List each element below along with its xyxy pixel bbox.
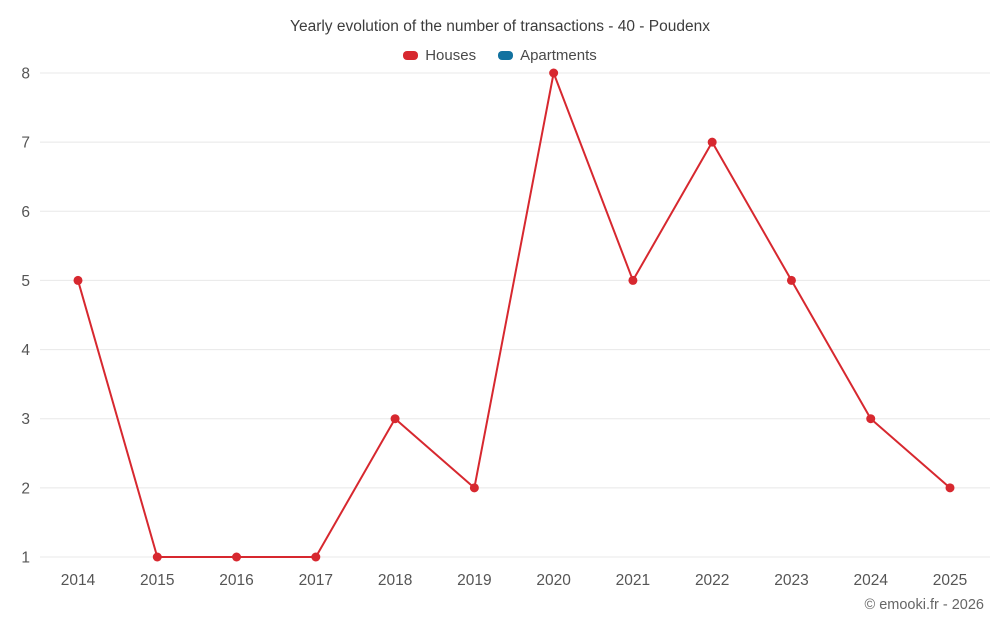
- x-axis-tick-label: 2014: [61, 572, 96, 589]
- houses-data-point[interactable]: [866, 414, 876, 424]
- houses-data-point[interactable]: [469, 483, 479, 493]
- y-axis-tick-label: 8: [21, 66, 30, 83]
- houses-series-line: [77, 72, 951, 558]
- apartments-series-swatch-icon: [498, 51, 514, 60]
- y-axis-tick-label: 6: [21, 204, 30, 221]
- legend-item-houses[interactable]: Houses: [403, 47, 476, 64]
- x-axis-tick-label: 2018: [378, 572, 412, 589]
- chart-title: Yearly evolution of the number of transa…: [290, 18, 710, 35]
- houses-data-point[interactable]: [707, 137, 717, 147]
- houses-series-swatch-icon: [403, 51, 419, 60]
- houses-data-point[interactable]: [786, 275, 796, 285]
- y-axis-tick-label: 2: [21, 480, 30, 497]
- x-axis-tick-label: 2017: [299, 572, 333, 589]
- x-axis-tick-label: 2021: [616, 572, 650, 589]
- x-axis-tick-label: 2024: [853, 572, 888, 589]
- legend-label-houses: Houses: [425, 47, 477, 64]
- x-axis-tick-label: 2025: [933, 572, 967, 589]
- y-axis-tick-label: 1: [21, 550, 30, 567]
- y-axis-tick-label: 4: [21, 342, 30, 359]
- houses-data-point[interactable]: [232, 552, 242, 562]
- houses-data-point[interactable]: [152, 552, 162, 562]
- legend-item-apartments[interactable]: Apartments: [498, 47, 597, 64]
- watermark: © emooki.fr - 2026: [864, 597, 984, 613]
- chart-legend: Houses Apartments: [0, 47, 1000, 64]
- x-axis-tick-label: 2023: [774, 572, 808, 589]
- houses-data-point[interactable]: [549, 68, 559, 78]
- x-axis-tick-label: 2016: [219, 572, 253, 589]
- y-axis-tick-label: 7: [21, 135, 30, 152]
- x-axis-tick-label: 2020: [536, 572, 571, 589]
- x-axis-tick-label: 2019: [457, 572, 491, 589]
- houses-data-point[interactable]: [628, 275, 638, 285]
- x-axis-tick-label: 2022: [695, 572, 729, 589]
- y-axis-tick-label: 3: [21, 411, 30, 428]
- y-axis-tick-label: 5: [21, 273, 30, 290]
- houses-data-point[interactable]: [390, 414, 400, 424]
- x-axis-tick-label: 2015: [140, 572, 174, 589]
- legend-label-apartments: Apartments: [520, 47, 597, 64]
- houses-data-point[interactable]: [73, 275, 83, 285]
- houses-data-point[interactable]: [945, 483, 955, 493]
- houses-data-point[interactable]: [311, 552, 321, 562]
